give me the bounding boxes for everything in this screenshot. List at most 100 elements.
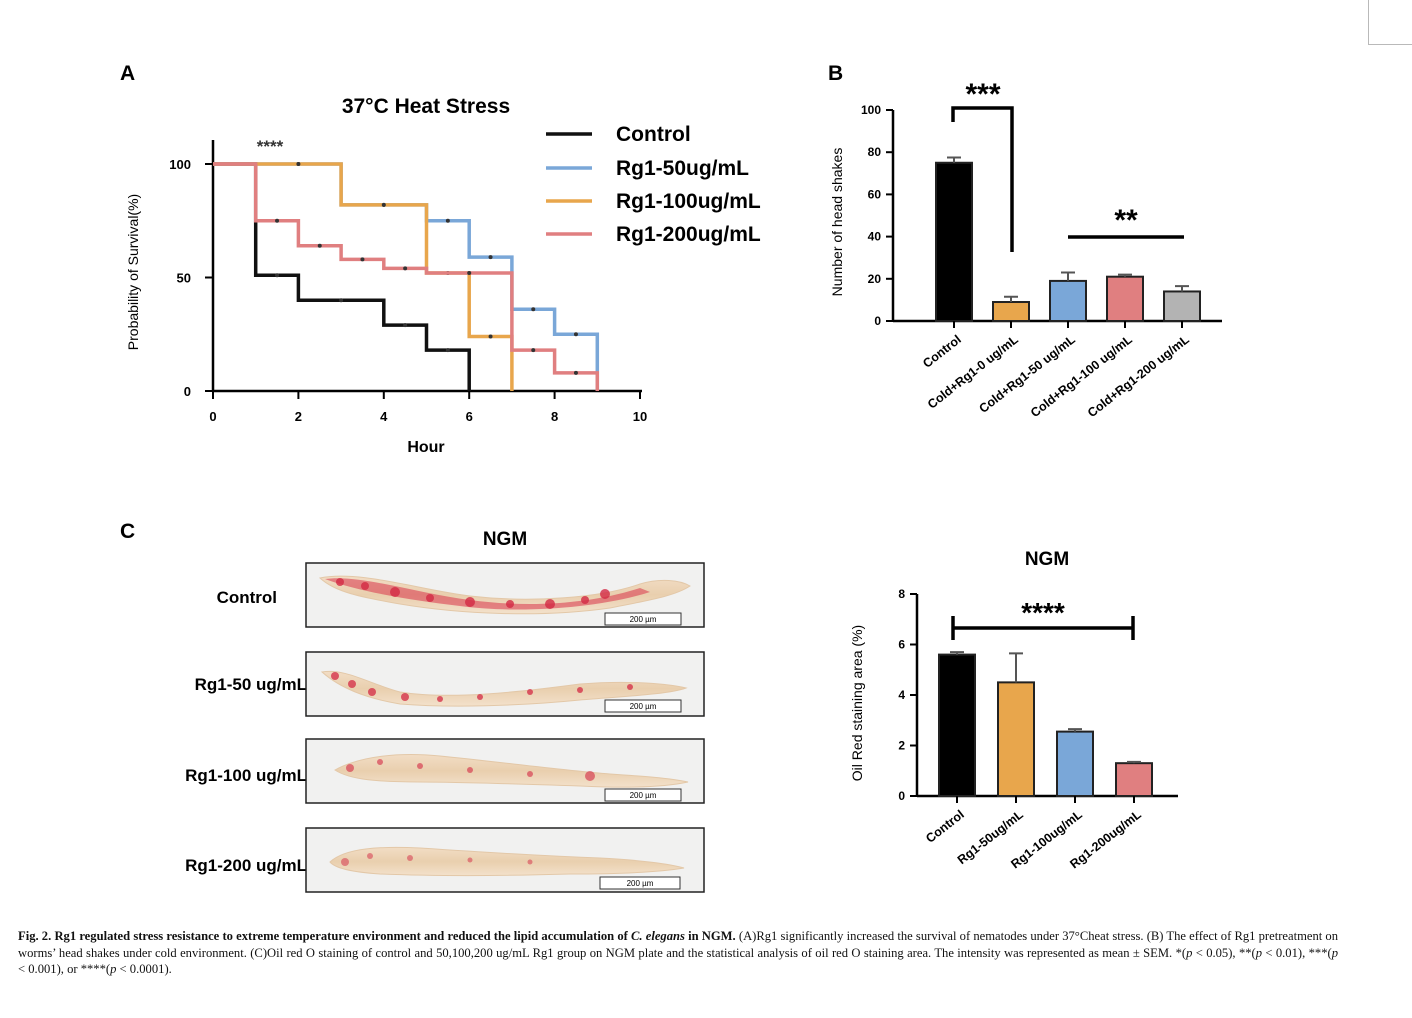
legend-label-rg1-50: Rg1-50ug/mL xyxy=(616,157,749,180)
panel-b-ytick-label-0: 0 xyxy=(874,314,881,328)
panel-c-ytick-label-8: 8 xyxy=(898,587,905,601)
caption-text-1: (A)Rg1 significantly increased the survi… xyxy=(18,929,1339,960)
worm-body-control xyxy=(318,575,691,615)
km-censor-rg1-50ug-ml-3 xyxy=(445,218,450,223)
panel-b-ytick-label-20: 20 xyxy=(868,272,882,286)
panel-a-xtick-label-6: 6 xyxy=(466,409,473,424)
km-censor-rg1-50ug-ml-4 xyxy=(488,255,493,260)
worm-body-rg1-50 xyxy=(320,670,688,707)
km-censor-control-1 xyxy=(275,273,280,278)
caption-species: C. elegans xyxy=(631,929,685,943)
panel-c: C NGM Control 200 µm Rg1-50 ug/mL xyxy=(120,520,1178,893)
panel-a-xtick-label-10: 10 xyxy=(633,409,647,424)
panel-a-title: 37°C Heat Stress xyxy=(342,95,510,118)
km-line-rg1-100ug-ml xyxy=(213,162,514,391)
row-label-rg1-50: Rg1-50 ug/mL xyxy=(195,675,307,694)
panel-c-error-rg1-100ug-ml xyxy=(1068,728,1082,732)
panel-c-bracket xyxy=(951,616,1135,640)
panel-b-error-cold-rg1-0-ug-ml xyxy=(1004,295,1018,303)
panel-b-xtick-label-cold-rg1-100-ug-ml: Cold+Rg1-100 ug/mL xyxy=(1028,332,1135,420)
legend-label-control: Control xyxy=(616,123,691,146)
panel-b-bar-cold-rg1-0-ug-ml xyxy=(992,301,1030,323)
panel-c-micrograph-title: NGM xyxy=(483,529,527,550)
panel-a-xlabel: Hour xyxy=(407,439,444,456)
row-label-control: Control xyxy=(217,588,277,607)
lipid-droplets-rg1-200 xyxy=(341,853,533,866)
scale-bar-rg1-100 xyxy=(604,788,682,802)
km-censor-rg1-100ug-ml-4 xyxy=(488,334,493,339)
scale-text-rg1-100: 200 µm xyxy=(630,791,657,800)
panel-a-xtick-label-4: 4 xyxy=(380,409,388,424)
panel-c-error-rg1-50ug-ml xyxy=(1009,652,1023,683)
km-censor-rg1-200ug-ml-7 xyxy=(573,370,578,375)
panel-a-xtick-label-2: 2 xyxy=(295,409,302,424)
panel-a-letter: A xyxy=(120,62,135,85)
panel-b-ylabel: Number of head shakes xyxy=(829,148,845,297)
row-label-rg1-200: Rg1-200 ug/mL xyxy=(185,856,307,875)
panel-c-bar-rg1-50ug-ml xyxy=(997,681,1035,797)
panel-a-legend: Control Rg1-50ug/mL Rg1-100ug/mL Rg1-200… xyxy=(546,123,761,246)
micrograph-row-control: Control 200 µm xyxy=(217,562,705,628)
legend-item-rg1-100: Rg1-100ug/mL xyxy=(546,190,761,213)
caption-p2: p xyxy=(1255,945,1263,960)
km-censor-rg1-200ug-ml-6 xyxy=(531,348,536,353)
panel-a-significance: **** xyxy=(257,137,284,156)
panel-b-bar-cold-rg1-100-ug-ml xyxy=(1106,275,1144,323)
caption-p3: p xyxy=(1331,945,1338,960)
panel-a-xtick-label-0: 0 xyxy=(209,409,216,424)
panel-c-error-control xyxy=(950,651,964,655)
caption-p4: p xyxy=(110,962,117,976)
km-line-control xyxy=(213,162,471,391)
caption-text-2: < 0.05), **( xyxy=(1192,945,1256,960)
row-label-rg1-100: Rg1-100 ug/mL xyxy=(185,766,307,785)
panel-b-bar-cold-rg1-50-ug-ml xyxy=(1049,279,1087,323)
panel-b-bar-control xyxy=(935,161,973,322)
km-censor-rg1-200ug-ml-2 xyxy=(317,243,322,248)
panel-b-letter: B xyxy=(828,62,843,85)
panel-b-error-control xyxy=(947,156,961,163)
km-censor-control-4 xyxy=(445,348,450,353)
panel-c-ylabel: Oil Red staining area (%) xyxy=(849,625,865,781)
caption-text-3: < 0.01), ***( xyxy=(1262,945,1332,960)
micrograph-row-rg1-50: Rg1-50 ug/mL 200 µm xyxy=(195,651,705,717)
legend-item-rg1-200: Rg1-200ug/mL xyxy=(546,223,761,246)
km-censor-rg1-100ug-ml-1 xyxy=(296,162,301,166)
panel-b-xtick-label-control: Control xyxy=(920,332,964,370)
scale-bar-rg1-50 xyxy=(604,699,682,713)
km-censor-rg1-200ug-ml-3 xyxy=(360,257,365,262)
km-censor-rg1-200ug-ml-1 xyxy=(275,218,280,223)
scale-text-control: 200 µm xyxy=(630,615,657,624)
panel-b-sig-right: ** xyxy=(1114,204,1138,237)
panel-b-ytick-label-40: 40 xyxy=(868,230,882,244)
km-censor-control-2 xyxy=(339,298,344,303)
lipid-stain-control xyxy=(325,578,650,610)
panel-c-significance: **** xyxy=(1021,597,1065,628)
panel-b-error-cold-rg1-50-ug-ml xyxy=(1061,271,1075,281)
panel-c-ytick-label-6: 6 xyxy=(898,638,905,652)
panel-c-ytick-label-2: 2 xyxy=(898,739,905,753)
panel-c-xtick-label-control: Control xyxy=(923,807,967,845)
panel-b-error-cold-rg1-200-ug-ml xyxy=(1175,285,1189,292)
figure-caption: Fig. 2. Rg1 regulated stress resistance … xyxy=(18,928,1338,978)
panel-b-bar-cold-rg1-200-ug-ml xyxy=(1163,290,1201,322)
scale-text-rg1-200: 200 µm xyxy=(627,879,654,888)
km-line-rg1-50ug-ml xyxy=(213,162,600,391)
legend-label-rg1-200: Rg1-200ug/mL xyxy=(616,223,761,246)
lipid-droplets-rg1-100 xyxy=(346,759,595,781)
panel-c-bar-rg1-100ug-ml xyxy=(1056,730,1094,797)
km-censor-rg1-50ug-ml-6 xyxy=(573,332,578,337)
lipid-droplets-rg1-50 xyxy=(331,672,633,702)
panel-c-chart-title: NGM xyxy=(1025,549,1069,570)
panel-c-bar-control xyxy=(938,653,976,797)
panel-a-ylabel: Probability of Survival(%) xyxy=(125,194,141,350)
panel-c-bar-rg1-200ug-ml xyxy=(1115,762,1153,797)
panel-c-ytick-label-0: 0 xyxy=(898,789,905,803)
worm-body-rg1-200 xyxy=(329,846,685,876)
panel-b-error-cold-rg1-100-ug-ml xyxy=(1118,273,1132,277)
panel-b-xtick-label-cold-rg1-50-ug-ml: Cold+Rg1-50 ug/mL xyxy=(976,332,1078,416)
legend-item-rg1-50: Rg1-50ug/mL xyxy=(546,157,749,180)
